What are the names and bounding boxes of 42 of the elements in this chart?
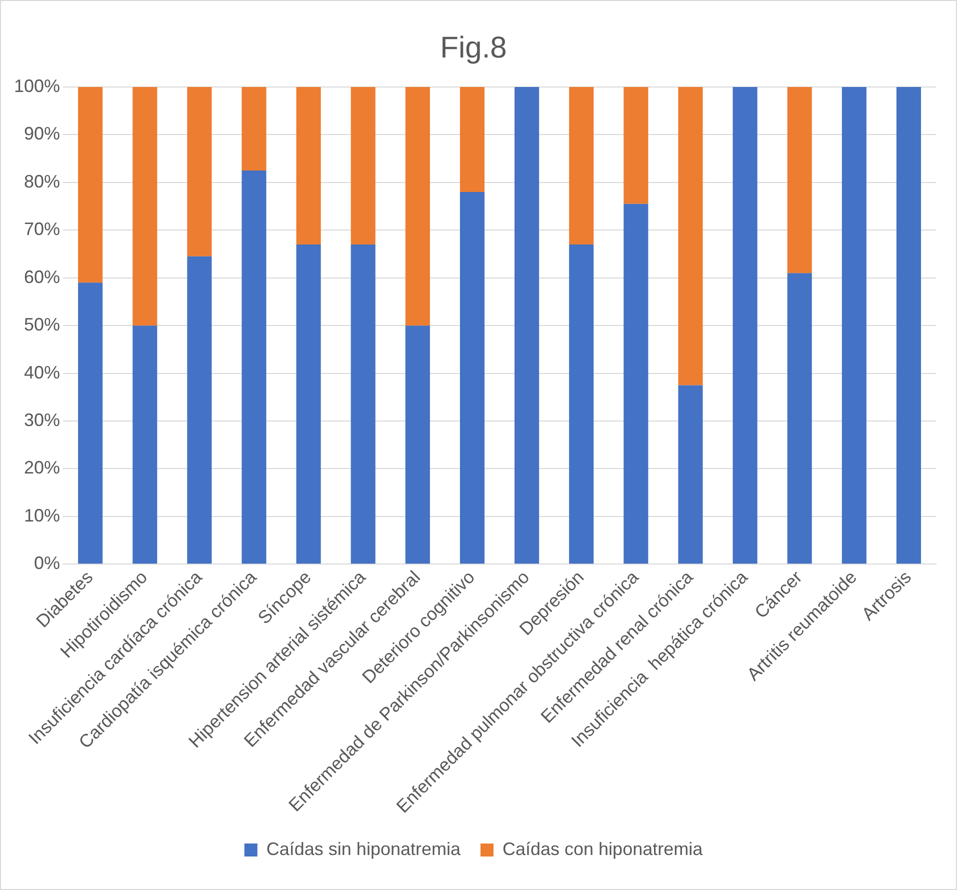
bar <box>350 244 376 564</box>
bar <box>132 87 158 326</box>
bar <box>350 87 376 244</box>
bar <box>514 87 540 564</box>
bar <box>678 87 703 386</box>
bar <box>187 256 212 564</box>
bar <box>296 87 321 244</box>
y-tick-label: 40% <box>24 362 60 382</box>
bar <box>842 87 866 564</box>
bar <box>187 87 212 256</box>
legend-label: Caídas sin hiponatremia <box>266 838 462 859</box>
bar <box>896 87 921 564</box>
bar <box>242 170 266 564</box>
bar <box>296 244 321 564</box>
y-tick-label: 20% <box>24 458 60 478</box>
bar <box>78 87 103 283</box>
bar <box>460 87 485 192</box>
bar <box>132 326 158 564</box>
bar <box>624 87 648 204</box>
bar <box>787 87 812 274</box>
y-tick-label: 0% <box>34 553 60 574</box>
bar <box>569 87 594 244</box>
bar <box>678 385 703 564</box>
y-tick-label: 30% <box>24 410 60 430</box>
bar <box>732 87 758 564</box>
legend-label: Caídas con hiponatremia <box>502 838 704 859</box>
bar <box>460 192 485 564</box>
bar <box>569 244 594 564</box>
y-tick-label: 80% <box>24 171 60 192</box>
y-tick-label: 60% <box>24 266 60 287</box>
bar <box>405 326 430 564</box>
bar <box>405 87 430 326</box>
y-tick-label: 100% <box>14 76 60 96</box>
bar <box>242 87 266 170</box>
chart-title: Fig.8 <box>440 31 507 64</box>
y-tick-label: 50% <box>24 314 60 335</box>
bar <box>787 273 812 564</box>
y-tick-label: 90% <box>24 124 60 144</box>
bar <box>78 282 103 564</box>
y-tick-label: 70% <box>24 219 60 240</box>
bar <box>624 204 648 564</box>
y-tick-label: 10% <box>24 505 60 526</box>
